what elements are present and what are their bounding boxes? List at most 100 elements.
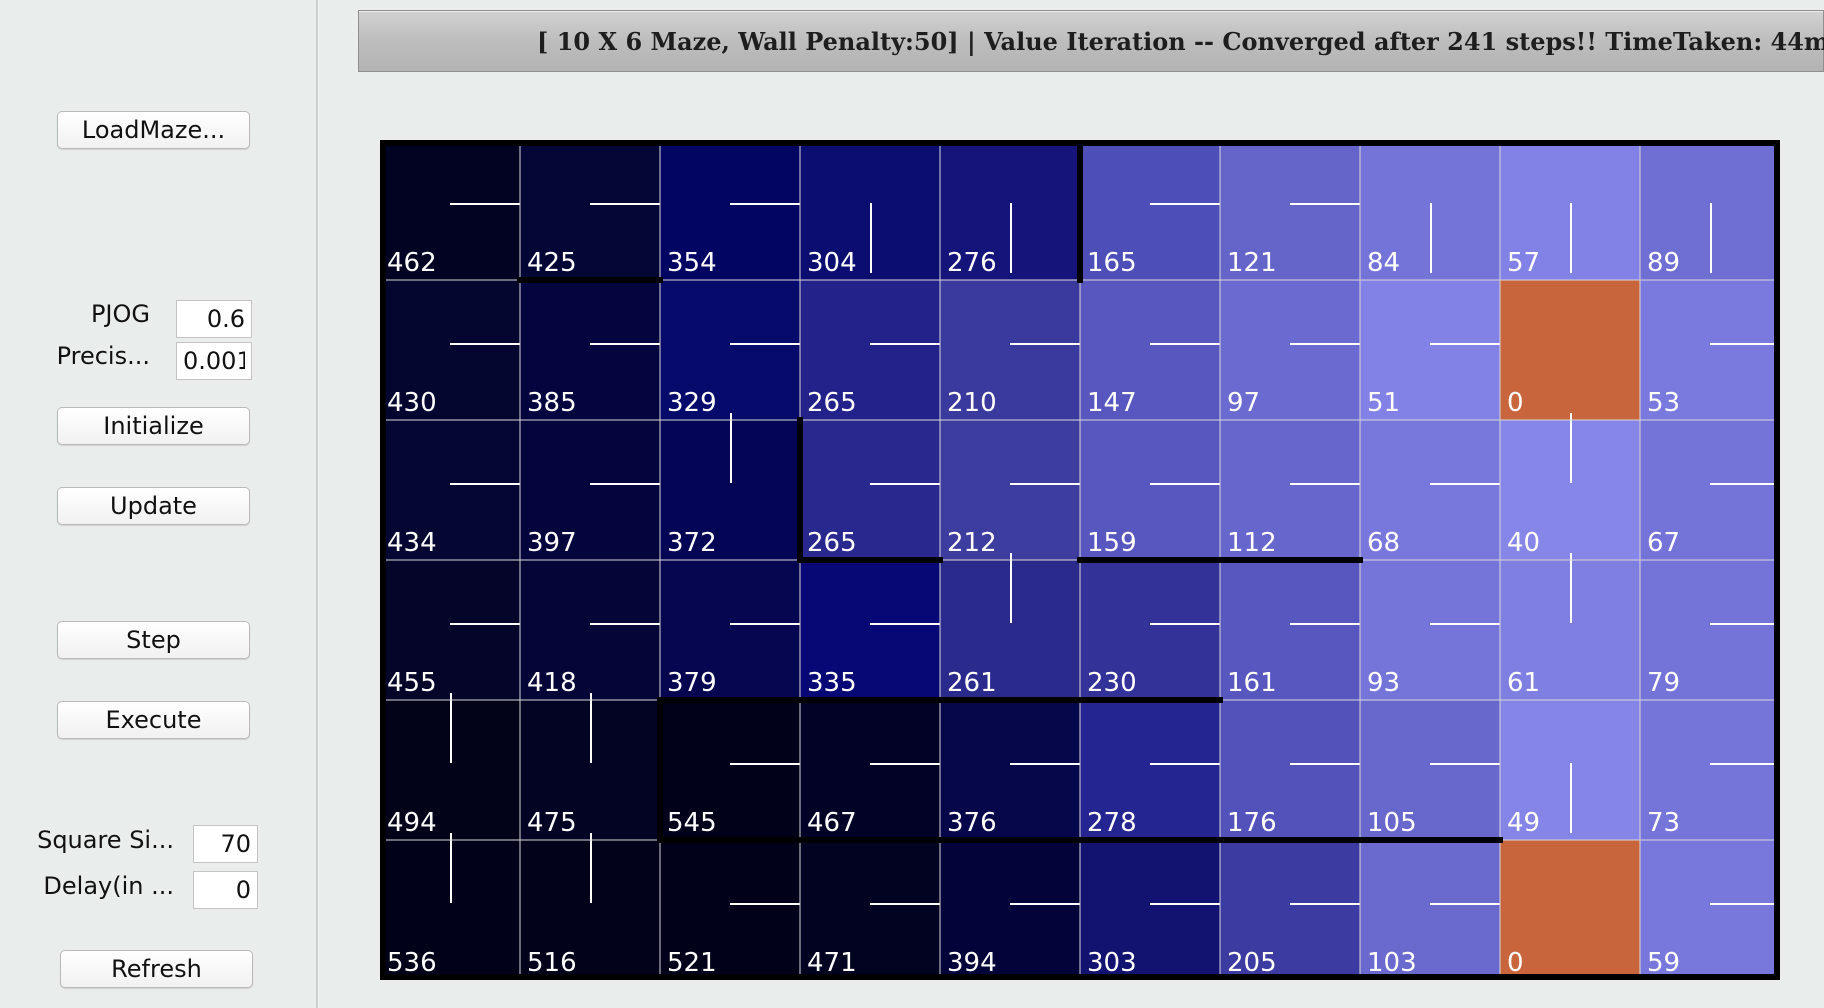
maze-cell[interactable]: 165 xyxy=(1080,140,1220,280)
maze-cell[interactable]: 68 xyxy=(1360,420,1500,560)
maze-cell[interactable]: 79 xyxy=(1640,560,1780,700)
maze-cell[interactable]: 97 xyxy=(1220,280,1360,420)
maze-cell[interactable]: 372 xyxy=(660,413,800,560)
policy-right-arrow-icon xyxy=(590,343,660,345)
cell-value: 372 xyxy=(667,528,717,558)
maze-cell[interactable]: 159 xyxy=(1080,420,1220,560)
maze-cell[interactable]: 385 xyxy=(520,280,660,420)
maze-cell[interactable]: 73 xyxy=(1640,700,1780,840)
maze-cell[interactable]: 467 xyxy=(800,700,940,840)
maze-cell[interactable]: 329 xyxy=(660,280,800,420)
delay-field[interactable] xyxy=(193,871,258,909)
maze-cell[interactable]: 59 xyxy=(1640,840,1780,980)
maze-cell[interactable]: 147 xyxy=(1080,280,1220,420)
policy-right-arrow-icon xyxy=(1430,903,1500,905)
step-button[interactable]: Step xyxy=(57,621,250,659)
maze-cell[interactable]: 67 xyxy=(1640,420,1780,560)
maze-cell[interactable]: 425 xyxy=(520,140,660,280)
maze-cell[interactable]: 230 xyxy=(1080,560,1220,700)
policy-right-arrow-icon xyxy=(1010,763,1080,765)
maze-cell[interactable]: 475 xyxy=(520,693,660,840)
maze-cell[interactable]: 112 xyxy=(1220,420,1360,560)
cell-value: 303 xyxy=(1087,948,1137,978)
cell-value: 521 xyxy=(667,948,717,978)
maze-cell[interactable]: 303 xyxy=(1080,840,1220,980)
maze-cell[interactable]: 51 xyxy=(1360,280,1500,420)
maze-cell[interactable]: 521 xyxy=(660,840,800,980)
maze-cell[interactable]: 265 xyxy=(800,280,940,420)
panel-divider[interactable] xyxy=(316,0,319,1008)
status-text: [ 10 X 6 Maze, Wall Penalty:50] | Value … xyxy=(537,27,1824,56)
cell-value: 161 xyxy=(1227,668,1277,698)
maze-cell[interactable]: 212 xyxy=(940,420,1080,560)
cell-value: 205 xyxy=(1227,948,1277,978)
policy-right-arrow-icon xyxy=(450,623,520,625)
policy-right-arrow-icon xyxy=(1710,903,1780,905)
maze-cell[interactable]: 545 xyxy=(660,700,800,840)
maze-cell[interactable]: 40 xyxy=(1500,413,1640,560)
initialize-button[interactable]: Initialize xyxy=(57,407,250,445)
maze-cell[interactable]: 462 xyxy=(380,140,520,280)
maze-cell[interactable]: 397 xyxy=(520,420,660,560)
maze-cell[interactable]: 205 xyxy=(1220,840,1360,980)
maze-cell[interactable]: 210 xyxy=(940,280,1080,420)
maze-cell[interactable]: 418 xyxy=(520,560,660,700)
maze-cell[interactable]: 434 xyxy=(380,420,520,560)
maze-cell[interactable]: 455 xyxy=(380,560,520,700)
maze-cell[interactable]: 278 xyxy=(1080,700,1220,840)
maze-cell[interactable]: 176 xyxy=(1220,700,1360,840)
cell-value: 261 xyxy=(947,668,997,698)
maze-cell[interactable]: 494 xyxy=(380,693,520,840)
cell-value: 462 xyxy=(387,248,437,278)
cell-value: 434 xyxy=(387,528,437,558)
maze-cell[interactable]: 89 xyxy=(1640,140,1780,280)
cell-value: 455 xyxy=(387,668,437,698)
maze-cell[interactable]: 53 xyxy=(1640,280,1780,420)
cell-value: 265 xyxy=(807,528,857,558)
maze-cell[interactable]: 161 xyxy=(1220,560,1360,700)
policy-up-arrow-icon xyxy=(1010,553,1012,623)
cell-value: 376 xyxy=(947,808,997,838)
policy-right-arrow-icon xyxy=(1150,623,1220,625)
maze-cell[interactable]: 516 xyxy=(520,833,660,980)
maze-cell[interactable]: 0 xyxy=(1500,840,1640,980)
maze-cell[interactable]: 376 xyxy=(940,700,1080,840)
maze-cell[interactable]: 379 xyxy=(660,560,800,700)
policy-right-arrow-icon xyxy=(730,763,800,765)
maze-cell[interactable]: 84 xyxy=(1360,140,1500,280)
cell-value: 53 xyxy=(1647,388,1681,418)
maze-cell[interactable]: 265 xyxy=(800,420,940,560)
maze-cell[interactable]: 93 xyxy=(1360,560,1500,700)
execute-button[interactable]: Execute xyxy=(57,701,250,739)
refresh-button[interactable]: Refresh xyxy=(60,950,253,988)
cell-value: 176 xyxy=(1227,808,1277,838)
policy-right-arrow-icon xyxy=(730,903,800,905)
maze-cell[interactable]: 261 xyxy=(940,553,1080,700)
maze-cell[interactable]: 471 xyxy=(800,840,940,980)
maze-cell[interactable]: 61 xyxy=(1500,553,1640,700)
maze-cell[interactable]: 394 xyxy=(940,840,1080,980)
pjog-field[interactable] xyxy=(176,300,252,338)
maze-cell[interactable]: 105 xyxy=(1360,700,1500,840)
maze-cell[interactable]: 354 xyxy=(660,140,800,280)
cell-value: 93 xyxy=(1367,668,1401,698)
policy-right-arrow-icon xyxy=(1430,623,1500,625)
maze-cell[interactable]: 304 xyxy=(800,140,940,280)
maze-cell[interactable]: 57 xyxy=(1500,140,1640,280)
policy-right-arrow-icon xyxy=(730,623,800,625)
maze-cell[interactable]: 0 xyxy=(1500,280,1640,420)
maze-cell[interactable]: 536 xyxy=(380,833,520,980)
policy-right-arrow-icon xyxy=(730,343,800,345)
precision-field[interactable] xyxy=(176,342,252,380)
policy-right-arrow-icon xyxy=(1710,343,1780,345)
cell-value: 475 xyxy=(527,808,577,838)
update-button[interactable]: Update xyxy=(57,487,250,525)
square-size-field[interactable] xyxy=(193,825,258,863)
maze-cell[interactable]: 276 xyxy=(940,140,1080,280)
maze-cell[interactable]: 335 xyxy=(800,560,940,700)
load-maze-button[interactable]: LoadMaze... xyxy=(57,111,250,149)
maze-cell[interactable]: 103 xyxy=(1360,840,1500,980)
maze-cell[interactable]: 121 xyxy=(1220,140,1360,280)
maze-cell[interactable]: 430 xyxy=(380,280,520,420)
maze-cell[interactable]: 49 xyxy=(1500,700,1640,840)
